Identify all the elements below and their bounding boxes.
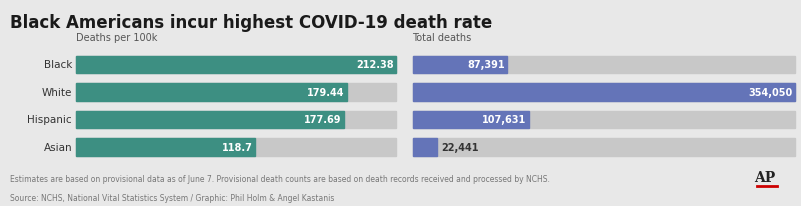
Text: Deaths per 100k: Deaths per 100k: [76, 33, 158, 43]
Text: 354,050: 354,050: [749, 88, 793, 97]
Text: White: White: [42, 88, 72, 97]
Text: Black Americans incur highest COVID-19 death rate: Black Americans incur highest COVID-19 d…: [10, 14, 493, 32]
Text: Total deaths: Total deaths: [413, 33, 472, 43]
Text: 118.7: 118.7: [222, 142, 253, 152]
Text: 107,631: 107,631: [482, 115, 526, 125]
Text: 212.38: 212.38: [356, 60, 394, 70]
Text: Black: Black: [44, 60, 72, 70]
Text: Estimates are based on provisional data as of June 7. Provisional death counts a: Estimates are based on provisional data …: [10, 174, 550, 183]
Text: Asian: Asian: [43, 142, 72, 152]
Text: 22,441: 22,441: [441, 142, 478, 152]
Text: 177.69: 177.69: [304, 115, 342, 125]
Text: AP: AP: [754, 170, 775, 184]
Text: 179.44: 179.44: [307, 88, 344, 97]
Text: 87,391: 87,391: [467, 60, 505, 70]
Text: Source: NCHS, National Vital Statistics System / Graphic: Phil Holm & Angel Kast: Source: NCHS, National Vital Statistics …: [10, 193, 335, 201]
Text: Hispanic: Hispanic: [27, 115, 72, 125]
